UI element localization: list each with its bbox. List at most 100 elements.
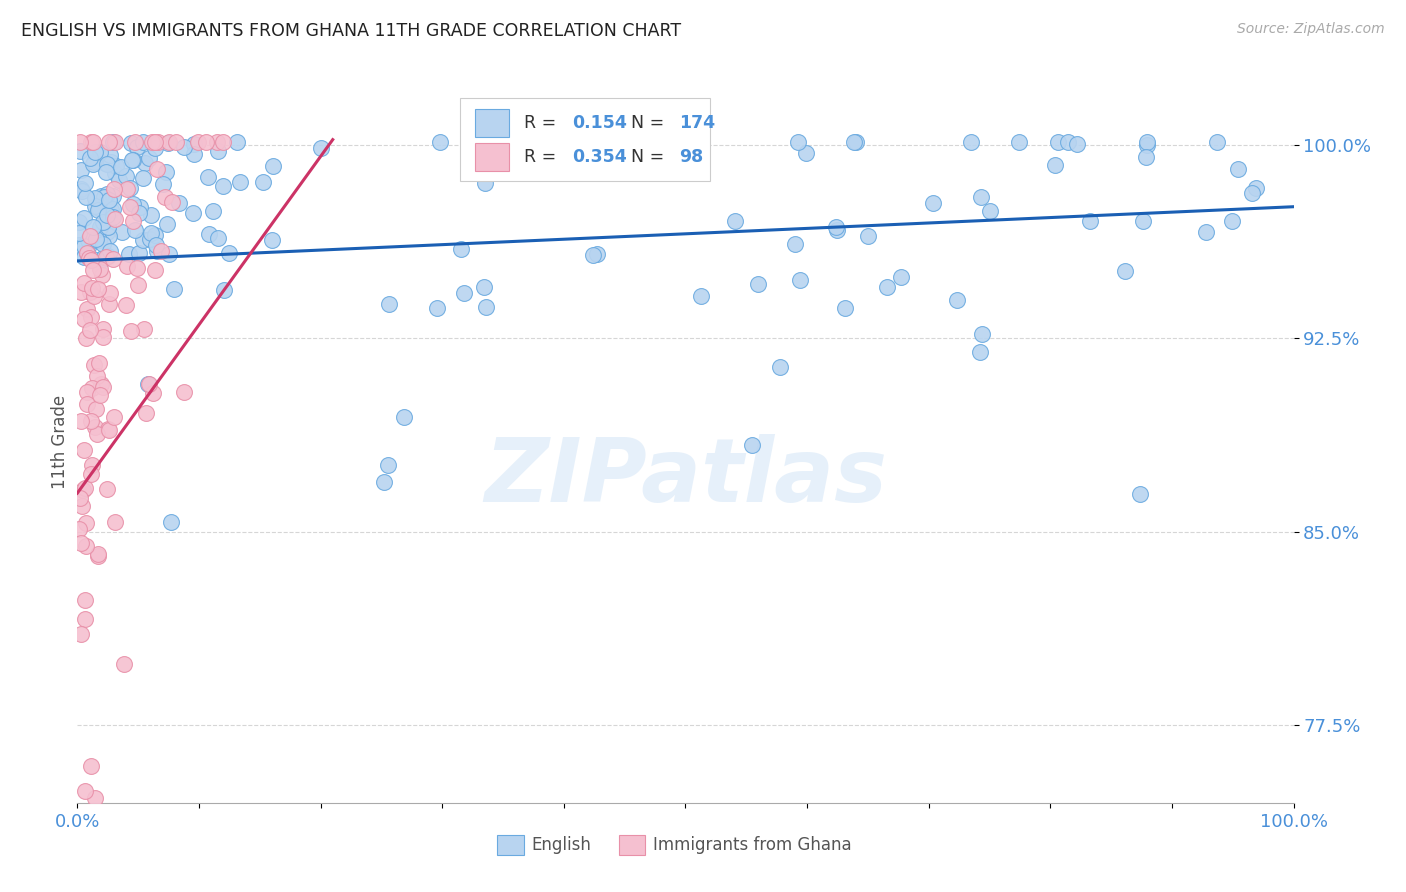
Point bbox=[103, 409, 125, 424]
Point bbox=[97, 297, 120, 311]
Point bbox=[103, 202, 125, 216]
Point bbox=[82, 263, 104, 277]
Point bbox=[122, 153, 145, 167]
Point bbox=[89, 201, 111, 215]
Point bbox=[75, 190, 97, 204]
Point bbox=[76, 385, 98, 400]
Point bbox=[110, 161, 132, 175]
Point bbox=[139, 232, 162, 246]
Point bbox=[111, 226, 134, 240]
Y-axis label: 11th Grade: 11th Grade bbox=[51, 394, 69, 489]
Point bbox=[153, 190, 176, 204]
Point bbox=[73, 250, 96, 264]
Point bbox=[118, 181, 141, 195]
Point bbox=[70, 536, 93, 550]
Point bbox=[1136, 135, 1159, 149]
Point bbox=[121, 153, 143, 168]
Text: 174: 174 bbox=[679, 114, 716, 132]
Point bbox=[741, 438, 763, 452]
Point bbox=[124, 135, 146, 149]
Point bbox=[475, 301, 498, 315]
Point bbox=[198, 227, 221, 241]
Point bbox=[98, 148, 121, 162]
Point bbox=[98, 244, 121, 258]
Point bbox=[103, 211, 125, 225]
Point bbox=[79, 229, 101, 244]
Point bbox=[630, 135, 652, 149]
Point bbox=[946, 293, 969, 307]
Point bbox=[724, 213, 747, 227]
Point bbox=[143, 262, 166, 277]
Point bbox=[156, 217, 179, 231]
Point bbox=[104, 135, 127, 149]
Point bbox=[127, 277, 149, 292]
Point bbox=[103, 135, 125, 149]
Point bbox=[167, 196, 190, 211]
Point bbox=[450, 242, 472, 256]
Point bbox=[69, 491, 91, 505]
Point bbox=[93, 236, 115, 251]
Point bbox=[212, 135, 235, 149]
Point bbox=[67, 238, 90, 252]
Point bbox=[93, 250, 115, 264]
FancyBboxPatch shape bbox=[496, 835, 523, 855]
Point bbox=[118, 200, 141, 214]
Point bbox=[97, 220, 120, 235]
Point bbox=[128, 206, 150, 220]
Point bbox=[152, 177, 174, 191]
Point bbox=[77, 233, 100, 247]
Point bbox=[80, 253, 103, 268]
Point bbox=[103, 189, 125, 203]
Point bbox=[195, 135, 218, 149]
Point bbox=[84, 420, 107, 434]
Point bbox=[91, 252, 114, 266]
Point bbox=[87, 234, 110, 248]
Point bbox=[122, 214, 145, 228]
Point bbox=[117, 260, 139, 274]
Point bbox=[96, 225, 118, 239]
Point bbox=[83, 289, 105, 303]
Point bbox=[83, 154, 105, 169]
Point bbox=[97, 423, 120, 437]
Point bbox=[80, 414, 103, 428]
Point bbox=[89, 219, 111, 234]
Point bbox=[96, 165, 118, 179]
Point bbox=[80, 458, 103, 472]
Point bbox=[136, 376, 159, 391]
Point bbox=[183, 137, 205, 152]
Point bbox=[89, 261, 111, 276]
Point bbox=[1227, 161, 1250, 176]
Point bbox=[128, 246, 150, 260]
Point bbox=[73, 443, 96, 458]
FancyBboxPatch shape bbox=[475, 143, 509, 170]
Point bbox=[96, 187, 118, 202]
Point bbox=[86, 369, 108, 384]
Point bbox=[845, 135, 868, 149]
Point bbox=[1240, 186, 1263, 200]
Point bbox=[128, 201, 150, 215]
Point bbox=[93, 215, 115, 229]
Point bbox=[87, 203, 110, 218]
Point bbox=[73, 593, 96, 607]
Point bbox=[173, 140, 195, 154]
Point bbox=[229, 175, 252, 189]
Point bbox=[769, 360, 792, 375]
Point bbox=[143, 227, 166, 242]
Point bbox=[794, 146, 817, 161]
Point bbox=[824, 219, 846, 234]
Point bbox=[309, 140, 332, 154]
Point bbox=[100, 202, 122, 217]
Point bbox=[83, 191, 105, 205]
Point bbox=[83, 790, 105, 805]
Point bbox=[101, 252, 124, 267]
Point bbox=[69, 181, 91, 195]
Point bbox=[163, 282, 186, 296]
Point bbox=[582, 248, 605, 262]
Point bbox=[624, 136, 647, 150]
Point bbox=[789, 273, 811, 287]
Point bbox=[145, 238, 167, 252]
Point bbox=[155, 165, 177, 179]
Point bbox=[105, 160, 128, 174]
Point bbox=[143, 141, 166, 155]
Point bbox=[91, 379, 114, 393]
